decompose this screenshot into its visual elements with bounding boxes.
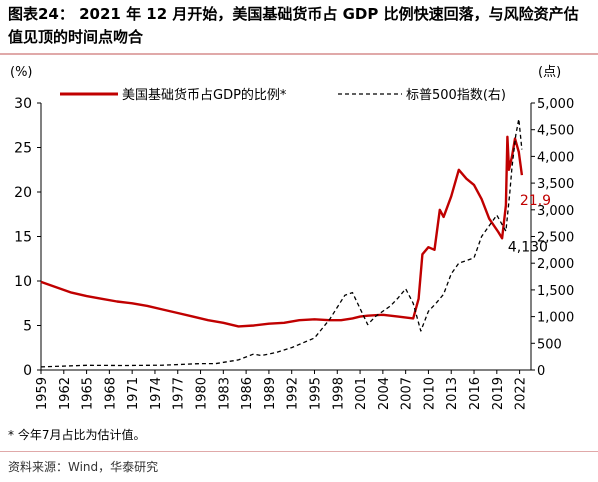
right-tick-label: 2,000 <box>537 257 574 272</box>
x-tick-label: 1983 <box>217 377 232 410</box>
x-tick-label: 2013 <box>445 377 460 410</box>
left-tick-label: 15 <box>14 230 32 246</box>
x-tick-label: 1989 <box>263 377 278 410</box>
x-tick-label: 2022 <box>514 377 529 410</box>
x-tick-label: 1980 <box>195 377 210 410</box>
left-axis-unit: (%) <box>10 65 33 80</box>
right-tick-label: 1,500 <box>537 284 574 299</box>
x-tick-label: 1971 <box>126 377 141 410</box>
sp500-line <box>40 118 523 368</box>
legend-label-sp500: 标普500指数(右) <box>406 88 506 103</box>
x-tick-label: 1965 <box>81 377 96 410</box>
right-axis-unit: (点) <box>538 65 561 80</box>
x-tick-label: 1986 <box>240 377 255 410</box>
legend-label-base-money: 美国基础货币占GDP的比例* <box>122 87 287 103</box>
x-tick-label: 2019 <box>491 377 506 410</box>
right-tick-label: 1,000 <box>537 311 574 326</box>
annotation-base-money-value: 21.9 <box>520 193 551 209</box>
right-tick-label: 3,500 <box>537 177 574 192</box>
footnote: * 今年7月占比为估计值。 <box>8 428 146 442</box>
left-tick-label: 10 <box>14 274 32 290</box>
x-tick-label: 1977 <box>172 377 187 410</box>
right-tick-label: 3,000 <box>537 204 574 219</box>
right-tick-label: 4,500 <box>537 124 574 139</box>
base-money-gdp-line <box>40 135 524 328</box>
right-tick-label: 2,500 <box>537 231 574 246</box>
x-tick-label: 2010 <box>422 377 437 410</box>
x-tick-label: 2004 <box>377 377 392 410</box>
x-tick-label: 1992 <box>286 377 301 410</box>
right-tick-label: 5,000 <box>537 97 574 112</box>
left-tick-label: 25 <box>14 141 32 157</box>
figure-title: 图表24： 2021 年 12 月开始，美国基础货币占 GDP 比例快速回落，与… <box>8 5 579 46</box>
left-tick-label: 0 <box>23 363 32 379</box>
x-tick-label: 1995 <box>308 377 323 410</box>
x-tick-label: 2007 <box>400 377 415 410</box>
left-tick-label: 5 <box>23 319 32 335</box>
x-tick-label: 2001 <box>354 377 369 410</box>
left-tick-label: 30 <box>14 96 32 112</box>
source-divider <box>0 451 598 452</box>
x-tick-label: 1959 <box>35 377 50 410</box>
title-divider <box>0 53 598 55</box>
left-tick-label: 20 <box>14 185 32 201</box>
x-tick-label: 1968 <box>103 377 118 410</box>
right-tick-label: 4,000 <box>537 150 574 165</box>
right-tick-label: 500 <box>537 337 562 352</box>
x-tick-label: 1962 <box>58 377 73 410</box>
source-text: 资料来源：Wind，华泰研究 <box>8 460 159 474</box>
annotation-sp500-value: 4,130 <box>508 239 548 255</box>
x-tick-label: 2016 <box>468 377 483 410</box>
x-tick-label: 1974 <box>149 377 164 410</box>
x-tick-label: 1998 <box>331 377 346 410</box>
right-tick-label: 0 <box>537 364 545 379</box>
